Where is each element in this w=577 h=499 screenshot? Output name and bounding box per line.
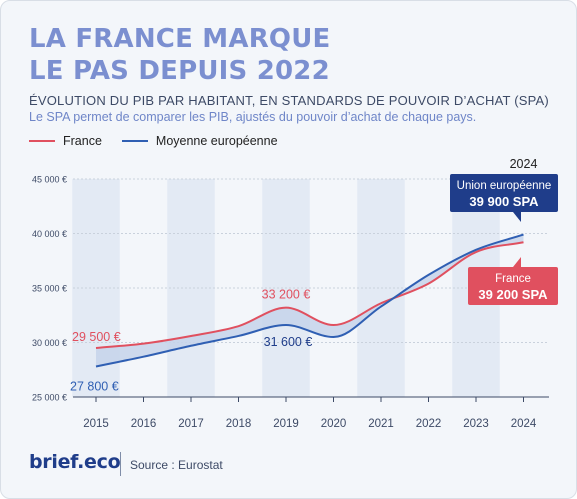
page-title: LA FRANCE MARQUE LE PAS DEPUIS 2022: [29, 23, 549, 87]
legend-swatch-france: [29, 140, 55, 142]
brand-logo: brief.eco: [29, 451, 121, 473]
data-label-eu-2019: 31 600 €: [264, 335, 313, 349]
x-tick-label: 2019: [273, 418, 299, 430]
x-tick-label: 2022: [416, 418, 442, 430]
callout-pointer-france: [513, 257, 521, 267]
legend-label-france: France: [63, 134, 102, 148]
legend-swatch-eu: [121, 140, 148, 142]
x-tick-label: 2023: [463, 418, 489, 430]
title-line-1: LA FRANCE MARQUE: [29, 24, 331, 54]
callout-eu-line1: Union européenne: [457, 180, 552, 192]
data-label-france-2015: 29 500 €: [72, 330, 121, 344]
x-tick-label: 2018: [226, 418, 252, 430]
data-label-france-2019: 33 200 €: [262, 288, 311, 302]
y-tick-label: 30 000 €: [32, 338, 67, 348]
callout-france-line1: France: [495, 273, 531, 285]
title-line-2: LE PAS DEPUIS 2022: [29, 56, 330, 86]
y-tick-label: 25 000 €: [32, 393, 67, 403]
x-tick-label: 2016: [131, 418, 157, 430]
y-tick-label: 35 000 €: [32, 284, 67, 294]
legend-label-eu: Moyenne européenne: [155, 134, 278, 148]
x-tick-label: 2020: [321, 418, 347, 430]
series-line-france: [95, 241, 524, 349]
callout-box-eu: [450, 174, 558, 212]
callout-eu-line2: 39 900 SPA: [469, 194, 539, 209]
source-note: Source : Eurostat: [130, 458, 223, 472]
chart-note: Le SPA permet de comparer les PIB, ajust…: [29, 110, 477, 124]
legend-item-eu: Moyenne européenne: [121, 134, 278, 148]
callout-pointer-eu: [513, 212, 521, 222]
callout-box-france: [468, 267, 558, 305]
chart-subtitle: ÉVOLUTION DU PIB PAR HABITANT, EN STANDA…: [29, 93, 549, 108]
x-tick-label: 2024: [511, 418, 537, 430]
line-chart: 25 000 € 30 000 € 35 000 € 40 000 € 45 000 €…: [32, 157, 558, 430]
footer-divider: [120, 452, 121, 476]
series-line-eu: [95, 233, 524, 368]
y-tick-label: 40 000 €: [32, 229, 67, 239]
year-label-2024: 2024: [510, 157, 538, 171]
x-tick-label: 2021: [368, 418, 394, 430]
x-tick-label: 2017: [178, 418, 204, 430]
chart-legend: France Moyenne européenne: [29, 133, 298, 149]
gap-area: [96, 234, 524, 367]
legend-item-france: France: [29, 134, 102, 148]
x-tick-label: 2015: [83, 418, 109, 430]
y-tick-label: 45 000 €: [32, 175, 67, 185]
data-label-eu-2015: 27 800 €: [70, 379, 119, 393]
callout-france-line2: 39 200 SPA: [478, 287, 548, 302]
